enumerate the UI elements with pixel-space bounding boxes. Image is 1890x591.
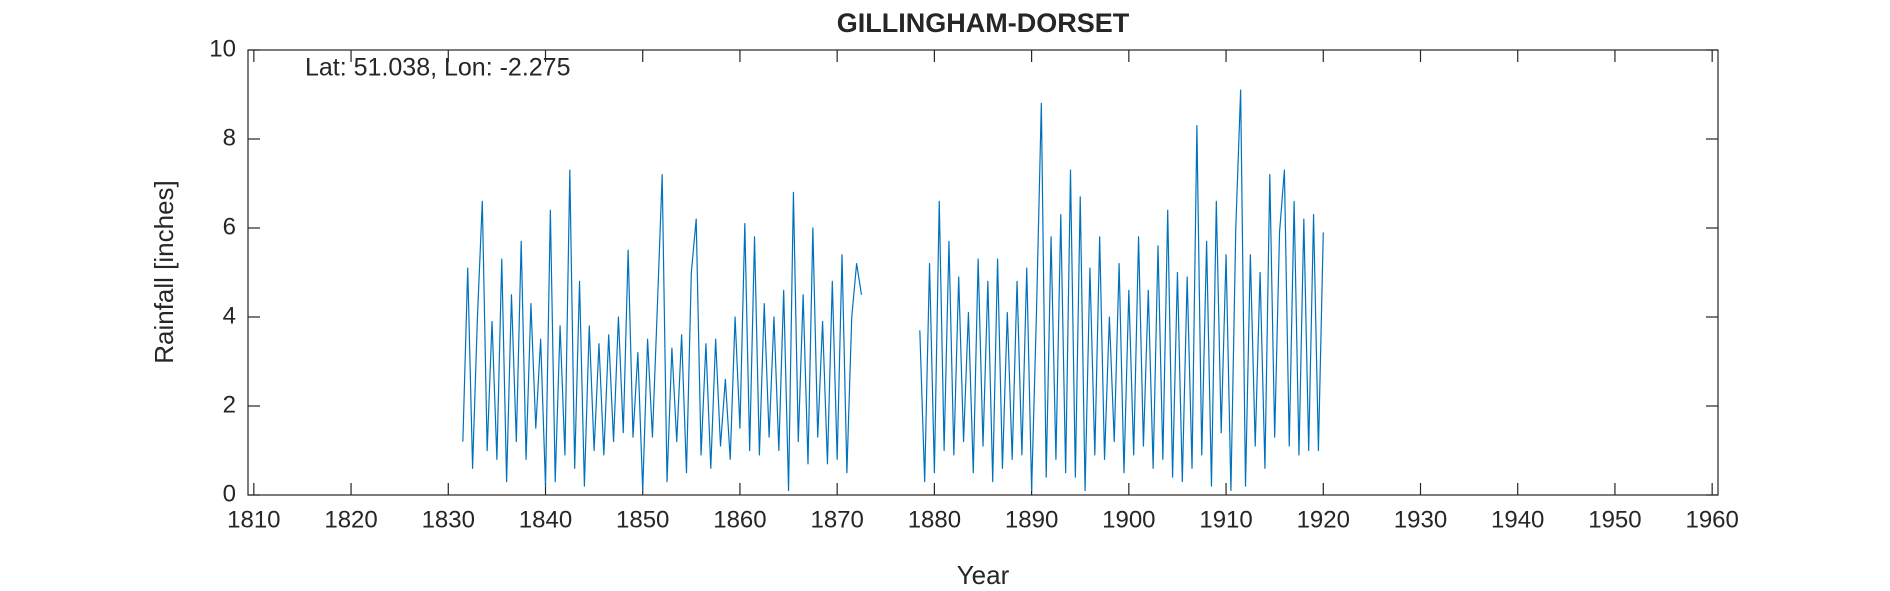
x-tick-label: 1840 — [519, 506, 572, 533]
x-tick-label: 1940 — [1491, 506, 1544, 533]
x-tick-label: 1820 — [324, 506, 377, 533]
axes-box — [247, 49, 1719, 496]
x-tick-label: 1920 — [1297, 506, 1350, 533]
x-tick-label: 1850 — [616, 506, 669, 533]
x-tick-label: 1830 — [422, 506, 475, 533]
x-tick-label: 1860 — [713, 506, 766, 533]
y-tick-label: 10 — [209, 35, 236, 62]
x-tick-label: 1880 — [908, 506, 961, 533]
y-tick-label: 2 — [223, 391, 236, 418]
x-tick-label: 1930 — [1394, 506, 1447, 533]
y-axis-label: Rainfall [inches] — [149, 180, 179, 364]
y-tick-label: 4 — [223, 302, 236, 329]
chart-title: GILLINGHAM-DORSET — [837, 8, 1130, 38]
x-tick-label: 1870 — [810, 506, 863, 533]
x-tick-label: 1890 — [1005, 506, 1058, 533]
x-tick-label: 1900 — [1102, 506, 1155, 533]
x-tick-label: 1810 — [227, 506, 280, 533]
y-tick-label: 8 — [223, 124, 236, 151]
y-tick-label: 6 — [223, 213, 236, 240]
x-axis-label: Year — [957, 560, 1010, 590]
x-tick-label: 1960 — [1685, 506, 1738, 533]
annotation: Lat: 51.038, Lon: -2.275 — [305, 54, 571, 82]
rainfall-line — [462, 89, 1324, 492]
x-tick-label: 1950 — [1588, 506, 1641, 533]
y-tick-label: 0 — [223, 480, 236, 507]
x-tick-label: 1910 — [1199, 506, 1252, 533]
